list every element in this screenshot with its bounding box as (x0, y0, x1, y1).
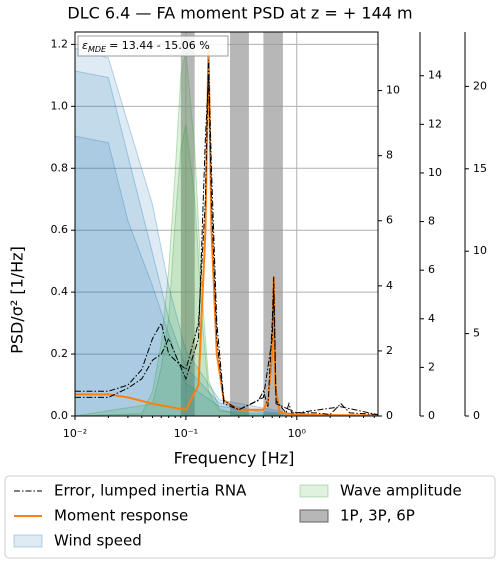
legend: Error, lumped inertia RNA Moment response… (13, 482, 462, 550)
span (230, 32, 249, 416)
y3-tick-label: 10 (428, 166, 442, 179)
y-axis-label: PSD/σ² [1/Hz] (8, 246, 27, 354)
x-axis-label: Frequency [Hz] (174, 449, 295, 468)
x-tick-label: 10⁻² (63, 427, 87, 440)
annotation-subscript: MDE (88, 45, 107, 54)
y3-tick-label: 8 (428, 215, 435, 228)
y4-tick-label: 15 (473, 162, 487, 175)
span (263, 32, 283, 416)
legend-label: Error, lumped inertia RNA (54, 482, 247, 500)
plot-data (75, 32, 378, 416)
legend-label: 1P, 3P, 6P (340, 507, 415, 525)
annotation-text: = 13.44 - 15.06 % (109, 39, 210, 52)
legend-swatch (13, 534, 43, 548)
legend-box (4, 475, 496, 559)
line (75, 75, 378, 416)
x-tick-label: 10⁰ (288, 427, 307, 440)
y-tick-label: 0.0 (51, 409, 69, 422)
y-tick-label: 1.0 (51, 99, 69, 112)
y4-tick-label: 10 (473, 244, 487, 257)
legend-swatch (299, 509, 329, 523)
plot-frame (74, 31, 379, 417)
y2-tick-label: 4 (386, 279, 393, 292)
annotation-symbol: ε (82, 39, 88, 52)
y-tick-label: 0.4 (51, 285, 69, 298)
y2-tick-label: 6 (386, 214, 393, 227)
annotation: εMDE = 13.44 - 15.06 % (82, 39, 210, 54)
annotation-box (77, 35, 229, 57)
area (75, 47, 378, 416)
y4-tick-label: 5 (473, 327, 480, 340)
y4-tick-label: 20 (473, 79, 487, 92)
line (75, 44, 378, 416)
y2-tick-label: 0 (386, 409, 393, 422)
y-tick-label: 0.6 (51, 223, 69, 236)
legend-label: Wave amplitude (340, 482, 462, 500)
legend-label: Wind speed (54, 532, 142, 550)
y3-tick-label: 14 (428, 69, 442, 82)
y3-tick-label: 12 (428, 117, 442, 130)
legend-swatch (299, 484, 329, 498)
y3-tick-label: 6 (428, 263, 435, 276)
x-tick-label: 10⁻¹ (174, 427, 198, 440)
y3-tick-label: 0 (428, 409, 435, 422)
chart-title: DLC 6.4 — FA moment PSD at z = + 144 m (67, 4, 412, 23)
area (75, 135, 378, 416)
area (75, 70, 378, 416)
y3-tick-label: 4 (428, 312, 435, 325)
legend-label: Moment response (54, 507, 188, 525)
area (75, 124, 378, 416)
y2-tick-label: 10 (386, 84, 400, 97)
y-tick-label: 1.2 (51, 37, 69, 50)
line (75, 59, 378, 415)
area (75, 51, 378, 416)
y2-tick-label: 8 (386, 149, 393, 162)
y-tick-label: 0.8 (51, 161, 69, 174)
y-tick-label: 0.2 (51, 347, 69, 360)
y4-tick-label: 0 (473, 409, 480, 422)
span (180, 32, 195, 416)
y3-tick-label: 2 (428, 360, 435, 373)
y2-tick-label: 2 (386, 344, 393, 357)
